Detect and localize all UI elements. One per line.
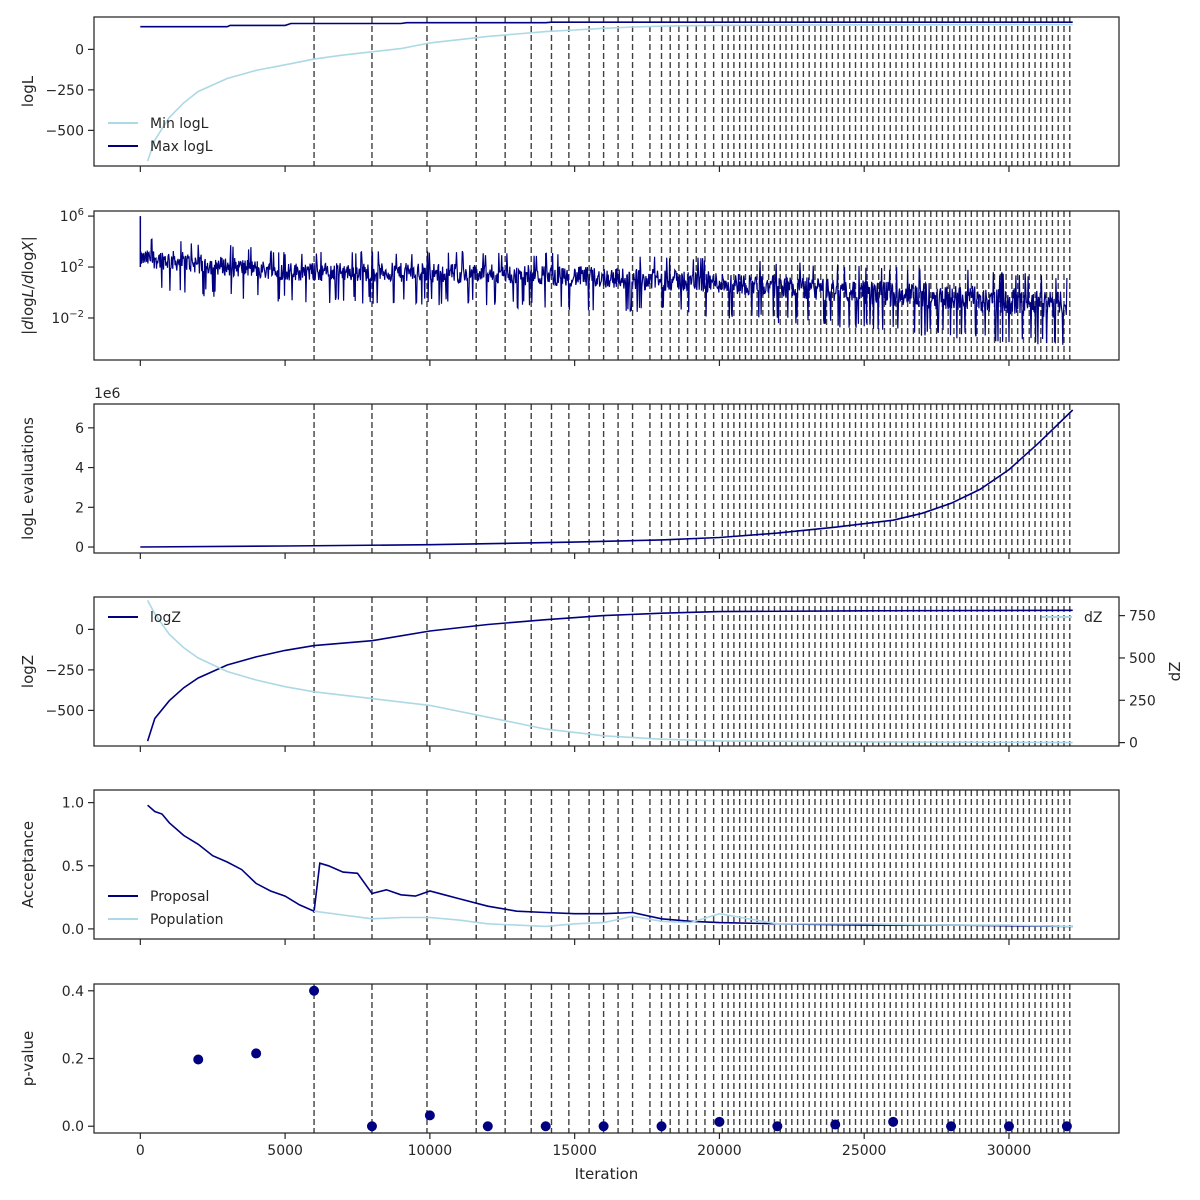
p-value-point xyxy=(772,1121,783,1132)
y-axis-label: |dlogL/dlogX| xyxy=(19,236,37,335)
y-axis-label: Acceptance xyxy=(19,821,37,908)
y2-axis-label: dZ xyxy=(1166,662,1184,682)
insertion-lines xyxy=(313,984,1071,1133)
axes-frame xyxy=(93,16,1120,167)
insertion-lines xyxy=(313,790,1071,939)
x-tick-label: 30000 xyxy=(987,1143,1032,1159)
x-axis-label: Iteration xyxy=(575,1165,639,1183)
y-tick-label: −500 xyxy=(46,703,84,719)
y-tick-label: 0.0 xyxy=(62,1119,84,1135)
y2-tick-label: 500 xyxy=(1129,651,1156,667)
axes-frame xyxy=(93,789,1120,940)
axes-frame xyxy=(93,210,1120,361)
panel-logz: 0 −250 −500 0 250 500 750 dZ logZ logZ dZ xyxy=(19,596,1184,752)
y-tick-label: 0 xyxy=(75,540,84,556)
legend-label: Proposal xyxy=(150,889,209,905)
legend-label: Population xyxy=(150,912,224,928)
y-tick-label: 102 xyxy=(60,258,84,276)
p-value-point xyxy=(888,1116,899,1127)
x-tick-label: 20000 xyxy=(697,1143,742,1159)
p-value-point xyxy=(598,1121,609,1132)
p-value-point xyxy=(830,1119,841,1130)
y-axis-label: p-value xyxy=(19,1031,37,1087)
p-value-point xyxy=(251,1048,262,1059)
y-tick-label: −250 xyxy=(46,83,84,99)
y-tick-label: 10−2 xyxy=(51,309,84,327)
x-tick-label: 25000 xyxy=(842,1143,887,1159)
insertion-lines xyxy=(313,17,1071,166)
x-tick-label: 5000 xyxy=(267,1143,303,1159)
dz-line xyxy=(146,600,1073,744)
y-tick-label: 0 xyxy=(75,622,84,638)
p-value-point xyxy=(540,1121,551,1132)
legend-label: logZ xyxy=(150,610,181,626)
panel-evals: 0 2 4 6 logL evaluations 1e6 xyxy=(19,386,1120,559)
panel-logl: 0 −250 −500 logL Min logL Max logL xyxy=(19,16,1120,172)
y2-tick-label: 0 xyxy=(1129,736,1138,752)
p-value-point xyxy=(656,1121,667,1132)
insertion-lines xyxy=(313,404,1071,553)
y-tick-label: 0 xyxy=(75,42,84,58)
p-value-point xyxy=(482,1121,493,1132)
panel-accept: 0.0 0.5 1.0 Acceptance Proposal Population xyxy=(19,789,1120,945)
p-value-point xyxy=(946,1121,957,1132)
y-tick-label: 0.2 xyxy=(62,1052,84,1068)
population-line xyxy=(313,910,1073,928)
y2-tick-label: 750 xyxy=(1129,609,1156,625)
x-tick-label: 15000 xyxy=(552,1143,597,1159)
y2-tick-label: 250 xyxy=(1129,693,1156,709)
max-logl-line xyxy=(140,21,1073,28)
insertion-lines xyxy=(313,597,1071,746)
logz-line xyxy=(146,609,1073,742)
p-value-point xyxy=(714,1116,725,1127)
y-tick-label: 0.4 xyxy=(62,984,84,1000)
y-tick-label: 2 xyxy=(75,500,84,516)
p-value-point xyxy=(193,1054,204,1065)
y-tick-label: −500 xyxy=(46,123,84,139)
x-tick-label: 0 xyxy=(136,1143,145,1159)
proposal-line xyxy=(147,804,1073,928)
panel-pvalue: 0.0 0.2 0.4 0 5000 10000 15000 20000 25000 30000 p… xyxy=(19,983,1120,1159)
p-value-point xyxy=(366,1121,377,1132)
y-tick-label: −250 xyxy=(46,663,84,679)
axes-frame xyxy=(93,403,1120,554)
y-axis-label: logL xyxy=(19,75,37,107)
p-value-point xyxy=(1003,1121,1014,1132)
evals-line xyxy=(140,409,1074,548)
p-value-point xyxy=(309,985,320,996)
p-value-point xyxy=(1061,1121,1072,1132)
y-tick-label: 1.0 xyxy=(62,796,84,812)
p-value-point xyxy=(424,1110,435,1121)
legend-label: Max logL xyxy=(150,139,213,155)
dlogl-line xyxy=(139,238,1068,345)
y-tick-label: 0.0 xyxy=(62,922,84,938)
legend-label: Min logL xyxy=(150,116,209,132)
min-logl-line xyxy=(146,23,1073,162)
y-axis-label: logZ xyxy=(19,655,37,688)
axes-frame xyxy=(93,596,1120,747)
y-axis-label: logL evaluations xyxy=(19,417,37,540)
y-tick-label: 6 xyxy=(75,421,84,437)
y-tick-label: 106 xyxy=(60,207,84,225)
y-tick-label: 0.5 xyxy=(62,859,84,875)
panel-dlogl: 106 102 10−2 |dlogL/dlogX| xyxy=(19,207,1120,366)
x-tick-label: 10000 xyxy=(408,1143,453,1159)
legend-label: dZ xyxy=(1084,610,1102,626)
offset-label: 1e6 xyxy=(94,386,121,402)
y-tick-label: 4 xyxy=(75,461,84,477)
